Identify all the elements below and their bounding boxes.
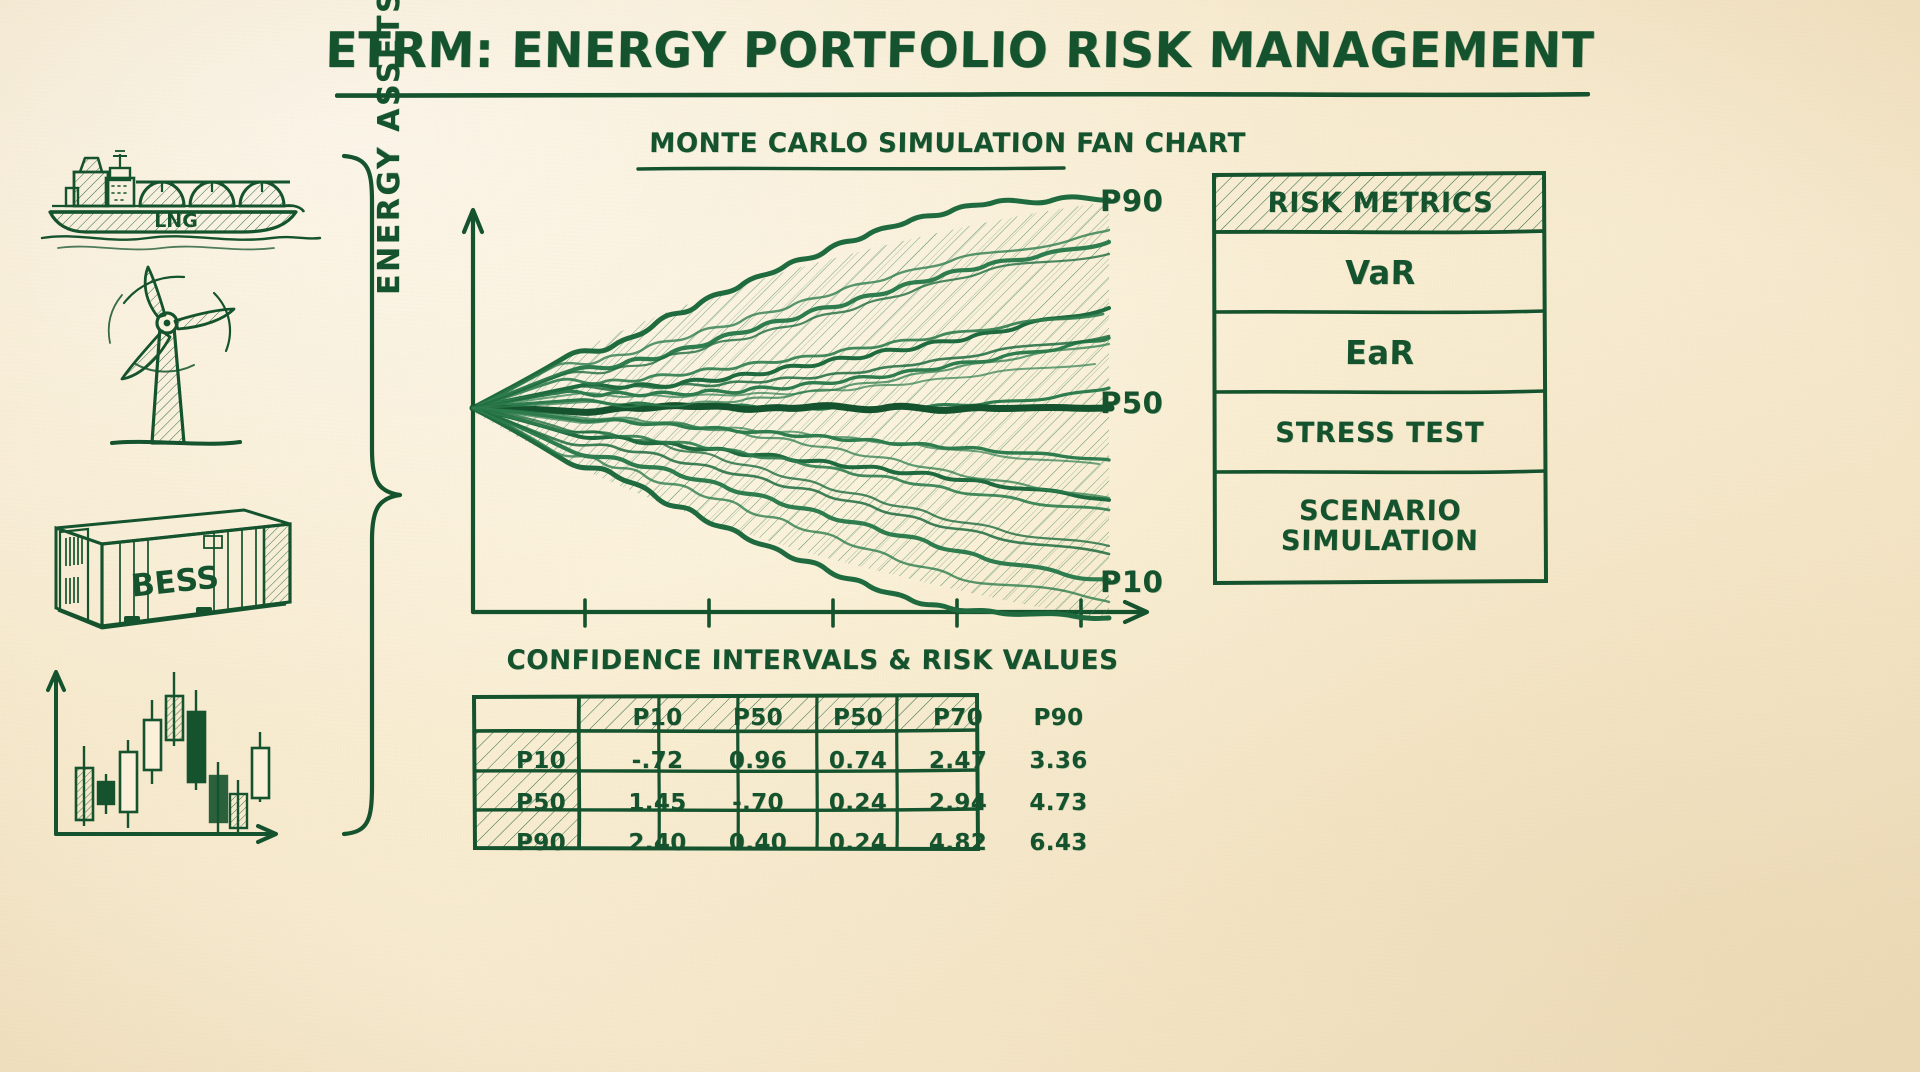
risk-metric-scenario-simulation[interactable]: SCENARIO SIMULATION: [1280, 494, 1479, 557]
bess-label: BESS: [129, 560, 220, 605]
table-cell-1-3: 2.94: [928, 790, 988, 816]
fan-chart-heading-underline: [636, 166, 1066, 171]
risk-metrics-header: RISK METRICS: [1266, 186, 1494, 220]
median-line: [469, 402, 1115, 416]
risk-metric-ear[interactable]: EaR: [1344, 333, 1416, 373]
table-cell-2-1: 0.40: [728, 830, 788, 856]
candlestick-chart-icon: [46, 670, 278, 844]
table-cell-2-0: 2.40: [628, 830, 687, 856]
table-corner-cell: [475, 697, 607, 739]
table-row-header-2: P90: [516, 830, 566, 856]
table-col-header-4: P90: [1033, 705, 1084, 731]
table-cell-0-3: 2.47: [928, 748, 988, 774]
energy-assets-label: ENERGY ASSETS: [372, 0, 407, 295]
table-cell-1-2: 0.24: [828, 790, 888, 816]
fan-label-p50: P50: [1100, 386, 1164, 420]
monte-carlo-fan-chart: [461, 194, 1150, 628]
risk-metric-var[interactable]: VaR: [1344, 253, 1416, 293]
table-row-header-1: P50: [516, 790, 566, 816]
asset-wind-turbine: [28, 265, 358, 465]
table-cell-1-4: 4.73: [1029, 790, 1088, 816]
risk-metrics-frame: [1211, 170, 1549, 585]
table-heading: CONFIDENCE INTERVALS & RISK VALUES: [506, 645, 1119, 676]
fan-label-p10: P10: [1100, 565, 1164, 599]
table-cell-2-3: 4.82: [928, 830, 988, 856]
table-frame: [471, 692, 981, 852]
table-col-header-0: P10: [632, 705, 683, 731]
page-title-text: ETRM: ENERGY PORTFOLIO RISK MANAGEMENT: [324, 22, 1595, 79]
table-col-header-2: P50: [833, 705, 883, 731]
table-col-header-1: P50: [733, 705, 783, 731]
lng-label: LNG: [154, 210, 198, 232]
lng-carrier-icon: LNG: [40, 150, 322, 251]
table-cell-1-0: 1.45: [628, 790, 687, 816]
risk-metric-stress-test[interactable]: STRESS TEST: [1275, 416, 1485, 450]
simulation-paths: [469, 194, 1115, 621]
energy-assets-brace: [341, 153, 403, 837]
table-cell-2-2: 0.24: [828, 830, 888, 856]
energy-assets-column: LNG: [28, 120, 358, 1000]
table-cell-2-4: 6.43: [1029, 830, 1088, 856]
table-col-header-3: P70: [933, 705, 983, 731]
confidence-intervals-table: P10 P50 P50 P70 P90 P10 -.72 0.96 0.74 2…: [471, 692, 1111, 856]
asset-lng-carrier: LNG: [28, 120, 358, 260]
page-title: ETRM: ENERGY PORTFOLIO RISK MANAGEMENT: [0, 22, 1920, 79]
risk-metrics-panel: RISK METRICS VaR EaR STRESS TEST SCENARI…: [1210, 170, 1550, 585]
table-cell-0-2: 0.74: [828, 748, 888, 774]
title-underline: [335, 92, 1590, 98]
fan-chart-heading: MONTE CARLO SIMULATION FAN CHART: [648, 128, 1247, 159]
wind-turbine-icon: [107, 265, 242, 446]
battery-container-icon: BESS: [54, 508, 292, 630]
table-cell-1-1: -.70: [732, 790, 784, 816]
fan-label-p90: P90: [1100, 184, 1164, 218]
asset-candlestick-chart: [28, 650, 358, 860]
table-cell-0-4: 3.36: [1029, 748, 1088, 774]
table-cell-0-1: 0.96: [728, 748, 788, 774]
asset-battery-container: BESS: [28, 480, 358, 650]
table-cell-0-0: -.72: [631, 748, 684, 774]
table-row-header-0: P10: [516, 748, 566, 774]
